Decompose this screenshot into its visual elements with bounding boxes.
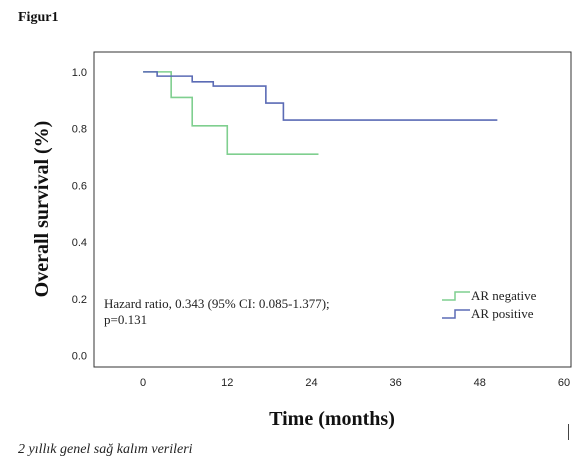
hazard-ratio-annotation: Hazard ratio, 0.343 (95% CI: 0.085-1.377…: [104, 296, 330, 311]
x-tick-label: 24: [305, 377, 317, 389]
y-tick-label: 0.2: [72, 294, 87, 306]
x-tick-label: 60: [558, 377, 570, 389]
survival-chart: 0.0 0.2 0.4 0.6 0.8 1.0 0 12 24 36 48 60 Overall s…: [31, 51, 572, 430]
y-tick-label: 0.8: [72, 124, 87, 136]
y-tick-label: 0.0: [72, 351, 87, 363]
x-tick-label: 36: [390, 377, 402, 389]
legend-label-ar-negative: AR negative: [471, 288, 537, 303]
x-ticks: 0 12 24 36 48 60: [140, 377, 570, 389]
x-axis-label: Time (months): [269, 408, 395, 430]
y-tick-label: 1.0: [72, 67, 87, 79]
plot-frame: [93, 51, 572, 368]
legend-swatch-ar-negative: [442, 291, 470, 301]
p-value-annotation: p=0.131: [104, 312, 147, 327]
y-tick-label: 0.6: [72, 180, 87, 192]
x-tick-label: 12: [221, 377, 233, 389]
legend-label-ar-positive: AR positive: [471, 306, 534, 321]
legend-swatch-ar-positive: [442, 309, 470, 319]
edge-mark: [568, 424, 569, 440]
figure-label: Figur1: [18, 10, 59, 25]
legend: AR negative AR positive: [442, 288, 537, 321]
series-line-ar-positive: [143, 71, 498, 121]
x-tick-label: 0: [140, 377, 146, 389]
y-ticks: 0.0 0.2 0.4 0.6 0.8 1.0: [72, 67, 87, 363]
y-axis-label: Overall survival (%): [31, 121, 53, 298]
y-tick-label: 0.4: [72, 237, 87, 249]
figure-caption: 2 yıllık genel sağ kalım verileri: [18, 442, 193, 457]
series-layer: [143, 71, 498, 155]
x-tick-label: 48: [474, 377, 486, 389]
